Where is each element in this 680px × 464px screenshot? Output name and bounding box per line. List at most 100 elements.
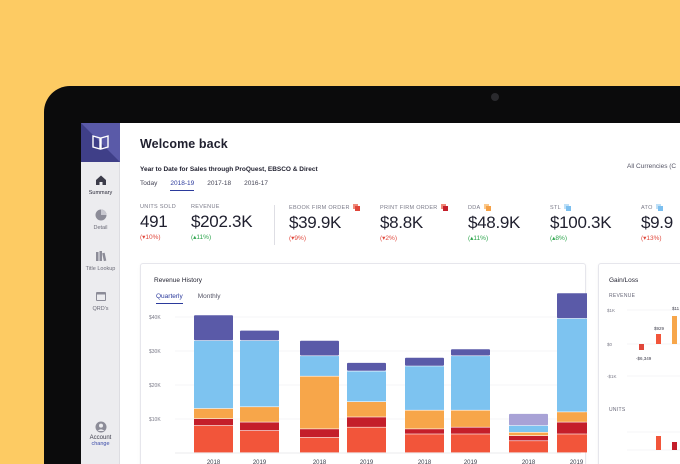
y-tick-label: $10K xyxy=(149,417,161,423)
kpi-value: $39.9K xyxy=(289,213,342,232)
bar-segment xyxy=(300,356,339,376)
bar-segment xyxy=(509,413,548,426)
bar-segment xyxy=(347,427,386,453)
bar-segment xyxy=(300,429,339,438)
kpi-label: PRINT FIRM ORDER xyxy=(380,204,438,211)
bar-segment xyxy=(347,402,386,417)
kpi-delta: (▴11%) xyxy=(468,235,489,242)
page-subtitle: Year to Date for Sales through ProQuest,… xyxy=(140,166,318,173)
gl-value-label: $929 xyxy=(654,326,665,331)
bar-segment xyxy=(300,437,339,453)
page-title: Welcome back xyxy=(140,137,228,151)
kpi-delta: (▴11%) xyxy=(191,234,212,241)
bar-segment xyxy=(240,340,279,407)
sidebar-item-qrds[interactable]: QRD's xyxy=(81,289,120,312)
x-tick-label: 2019 xyxy=(360,460,374,464)
tab-quarterly[interactable]: Quarterly xyxy=(156,293,183,304)
app-screen: Summary Detail Title Lookup QRD's xyxy=(81,123,680,464)
kpi-delta: (▴8%) xyxy=(550,235,567,242)
sidebar-item-label: Summary xyxy=(88,190,113,196)
revenue-history-card: Revenue History Quarterly Monthly $10K $2… xyxy=(140,263,587,464)
bar-segment xyxy=(194,340,233,409)
tab-monthly[interactable]: Monthly xyxy=(197,293,221,300)
y-tick-label: $20K xyxy=(149,383,161,389)
bar-segment xyxy=(557,434,587,453)
x-tick-label: 2018 xyxy=(522,460,536,464)
x-tick-label: 2019 xyxy=(464,460,478,464)
avatar-icon xyxy=(95,421,106,433)
kpi-delta: (▾10%) xyxy=(140,234,161,241)
bar-segment xyxy=(240,407,279,422)
bar-segment xyxy=(240,330,279,341)
account-change-link[interactable]: change xyxy=(91,441,110,447)
gl-tick-label: $0 xyxy=(607,342,613,347)
kpi-label: STL xyxy=(550,204,561,211)
book-icon xyxy=(81,123,120,162)
kpi-label: ATO xyxy=(641,204,653,211)
gl-bar xyxy=(672,442,677,450)
revenue-history-chart: $10K $20K $30K $40K 2018 2019 2018 2019 2018 2019… xyxy=(149,293,587,464)
y-tick-label: $30K xyxy=(149,349,161,355)
bar-segment xyxy=(451,356,490,410)
gl-value-label: -$6,349 xyxy=(636,356,652,361)
books-icon xyxy=(95,251,106,262)
bar-segment xyxy=(557,412,587,422)
gl-tick-label: -$1K xyxy=(607,374,617,379)
kpi-divider xyxy=(274,205,275,245)
dda-badge-icon xyxy=(483,204,491,211)
kpi-label: REVENUE xyxy=(191,204,220,210)
kpi-revenue: REVENUE $202.3K (▴11%) xyxy=(191,204,253,241)
gl-bar xyxy=(639,344,644,350)
bar-segment xyxy=(509,436,548,441)
print-badge-icon xyxy=(440,204,448,211)
camera-dot xyxy=(491,93,499,101)
tab-2017-18[interactable]: 2017-18 xyxy=(207,180,232,187)
tab-today[interactable]: Today xyxy=(140,180,158,187)
bar-segment xyxy=(405,429,444,434)
bar-segment xyxy=(405,410,444,429)
kpi-value: $8.8K xyxy=(380,213,423,232)
bar-segment xyxy=(194,419,233,426)
kpi-delta: (▾2%) xyxy=(380,235,397,242)
app-logo[interactable] xyxy=(81,123,120,162)
bar-segment xyxy=(240,422,279,431)
sidebar-item-detail[interactable]: Detail xyxy=(81,208,120,231)
account-menu[interactable]: Account change xyxy=(81,421,120,447)
x-tick-label: 2018 xyxy=(207,460,221,464)
ato-badge-icon xyxy=(655,204,663,211)
kpi-ato: ATO $9.9 (▾13%) xyxy=(641,204,673,242)
tab-2016-17[interactable]: 2016-17 xyxy=(244,180,268,187)
bar-segment xyxy=(194,425,233,453)
sidebar: Summary Detail Title Lookup QRD's xyxy=(81,123,120,464)
stl-badge-icon xyxy=(564,204,571,211)
kpi-label: DDA xyxy=(468,204,481,211)
bar-segment xyxy=(240,430,279,453)
kpi-units-sold: UNITS SOLD 491 (▾10%) xyxy=(140,204,176,241)
card-title: Gain/Loss xyxy=(609,277,639,284)
sidebar-item-label: Title Lookup xyxy=(85,266,116,272)
bar-segment xyxy=(451,410,490,427)
ebook-badge-icon xyxy=(352,204,360,211)
bar-segment xyxy=(451,349,490,356)
kpi-value: 491 xyxy=(140,212,168,231)
sidebar-item-title-lookup[interactable]: Title Lookup xyxy=(81,249,120,272)
period-tabs: Today 2018-19 2017-18 2016-17 xyxy=(140,180,268,191)
card-title: Revenue History xyxy=(154,277,203,284)
bar-segment xyxy=(194,408,233,419)
gain-loss-units-label: UNITS xyxy=(609,407,626,413)
currency-selector[interactable]: All Currencies (C xyxy=(627,163,677,170)
bar-segment xyxy=(300,340,339,356)
account-label: Account xyxy=(89,435,112,441)
x-tick-label: 2018 xyxy=(418,460,432,464)
kpi-dda: DDA $48.9K (▴11%) xyxy=(468,204,520,242)
sidebar-item-summary[interactable]: Summary xyxy=(81,173,120,196)
bar-segment xyxy=(451,427,490,434)
revenue-granularity-tabs: Quarterly Monthly xyxy=(156,293,221,304)
tab-2018-19[interactable]: 2018-19 xyxy=(170,180,195,191)
x-tick-label: 2019 xyxy=(253,460,267,464)
kpi-label: UNITS SOLD xyxy=(140,204,177,210)
kpi-value: $48.9K xyxy=(468,213,521,232)
x-tick-label: 2019 xyxy=(570,460,584,464)
kpi-stl: STL $100.3K (▴8%) xyxy=(550,204,612,242)
gl-tick-label: $1K xyxy=(607,308,615,313)
